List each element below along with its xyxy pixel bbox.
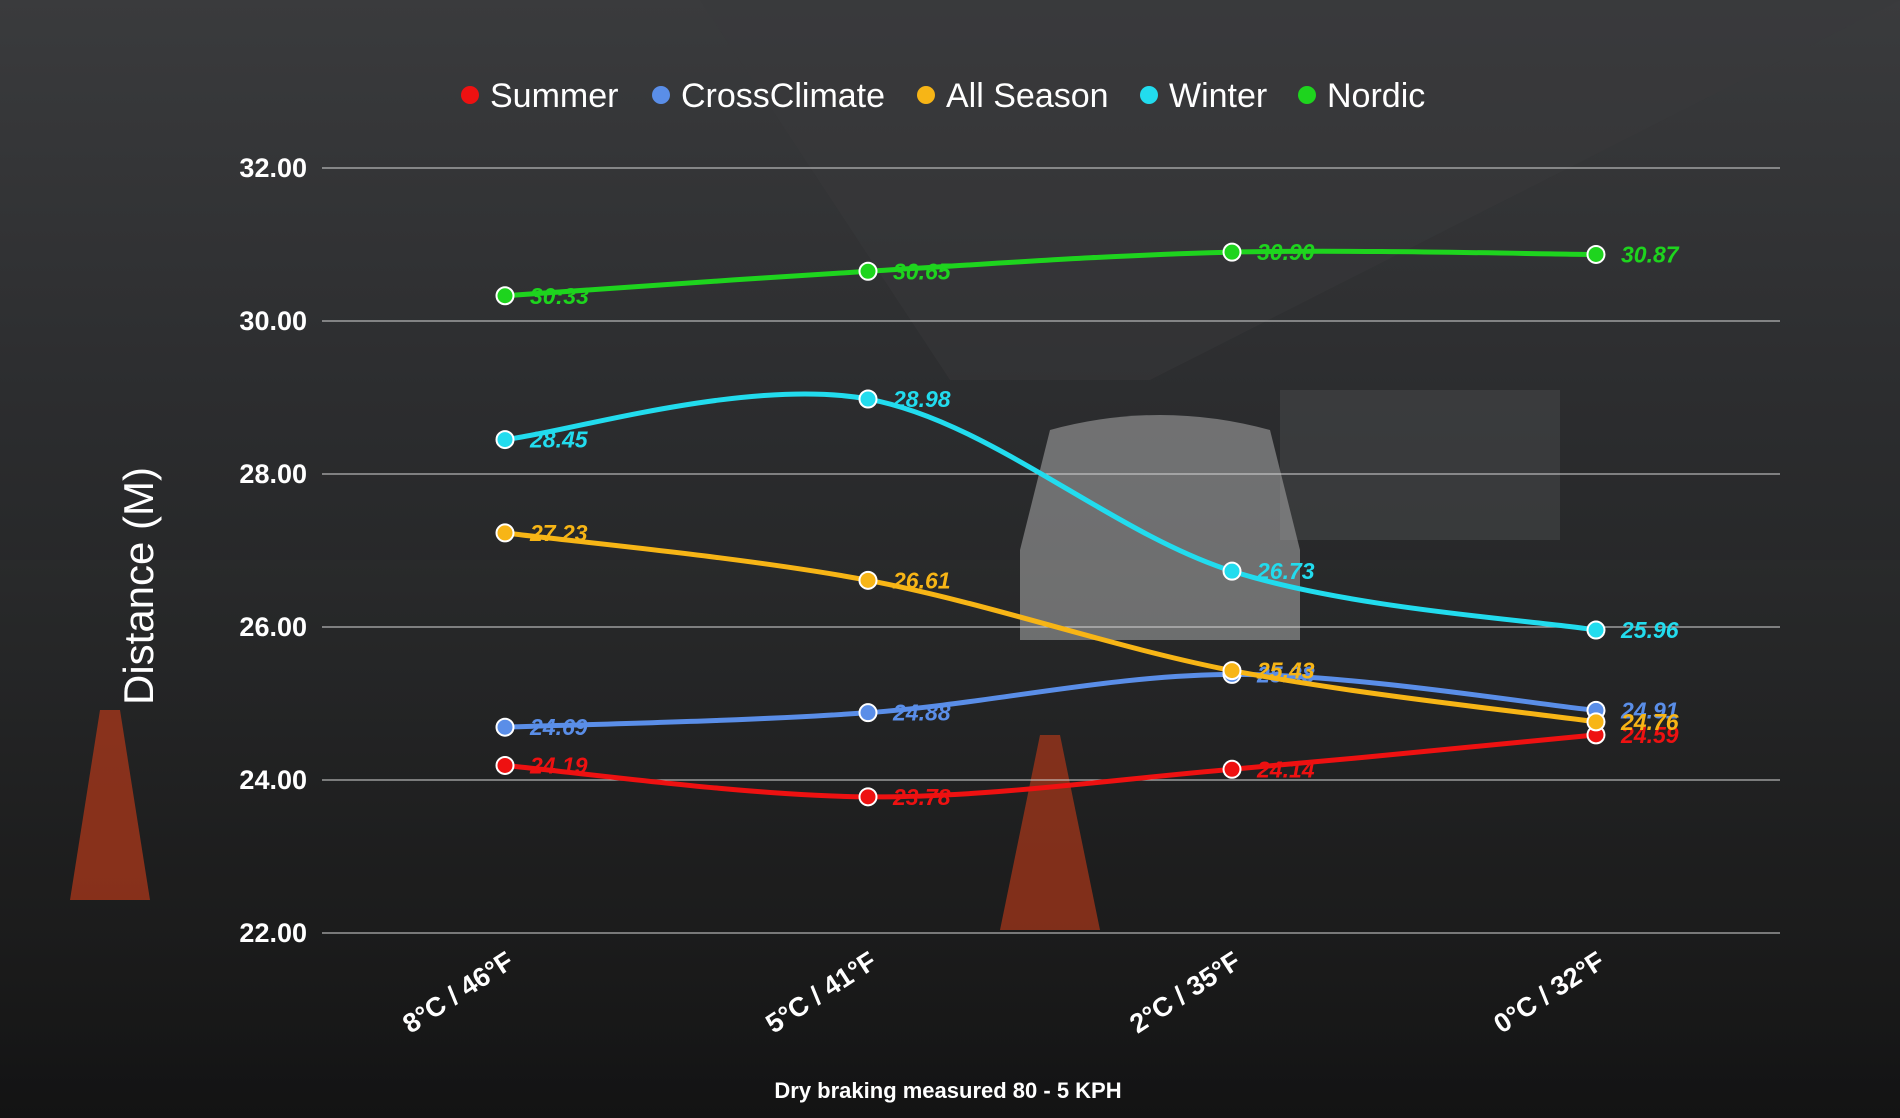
- data-label-summer: 24.59: [1620, 722, 1679, 748]
- data-label-crossclimate: 24.69: [529, 714, 588, 740]
- y-tick-label: 30.00: [239, 306, 307, 336]
- data-label-winter: 25.96: [1620, 617, 1679, 643]
- y-tick-label: 22.00: [239, 918, 307, 948]
- series-all-season: 27.23 26.61 25.43 24.76: [495, 520, 1679, 735]
- data-label-all-season: 27.23: [529, 520, 588, 546]
- data-label-crossclimate: 24.91: [1620, 697, 1679, 723]
- legend-label: All Season: [946, 77, 1109, 115]
- data-point-winter: [858, 389, 878, 409]
- data-point-all-season: [495, 523, 515, 543]
- data-label-summer: 24.19: [529, 752, 588, 778]
- legend-swatch: [652, 86, 670, 104]
- legend-label: Nordic: [1327, 77, 1425, 115]
- series-winter: 28.45 28.98 26.73 25.96: [495, 386, 1679, 643]
- y-tick-label: 32.00: [239, 153, 307, 183]
- series-line-crossclimate: [502, 671, 1599, 730]
- series-nordic: 30:33 30.65 30.90 30.87: [495, 239, 1680, 309]
- series-summer: 24.19 23.78 24.14 24.59: [495, 722, 1679, 810]
- legend-swatch: [461, 86, 479, 104]
- y-axis-title: Distance (M): [115, 467, 162, 705]
- series-line-nordic: [502, 248, 1599, 299]
- data-label-nordic: 30.65: [893, 258, 952, 284]
- legend-swatch: [1298, 86, 1316, 104]
- legend-item-crossclimate: CrossClimate: [652, 77, 885, 115]
- y-tick-label: 26.00: [239, 612, 307, 642]
- y-tick-label: 24.00: [239, 765, 307, 795]
- data-label-winter: 28.45: [529, 427, 589, 453]
- data-label-winter: 28.98: [892, 386, 951, 412]
- data-label-nordic: 30.87: [1621, 241, 1680, 267]
- data-label-all-season: 26.61: [892, 567, 951, 593]
- data-label-winter: 26.73: [1256, 558, 1315, 584]
- y-axis: 22.00 24.00 26.00 28.00 30.00 32.00: [239, 153, 307, 948]
- legend-label: CrossClimate: [681, 77, 885, 115]
- y-tick-label: 28.00: [239, 459, 307, 489]
- data-point-all-season: [1586, 712, 1606, 732]
- legend-item-all-season: All Season: [917, 77, 1109, 115]
- data-point-winter: [1222, 561, 1242, 581]
- data-point-nordic: [495, 286, 515, 306]
- data-point-winter: [495, 430, 515, 450]
- data-point-summer: [1222, 759, 1242, 779]
- data-point-nordic: [1222, 242, 1242, 262]
- legend-item-winter: Winter: [1140, 77, 1267, 115]
- data-point-winter: [1586, 620, 1606, 640]
- data-label-nordic: 30:33: [530, 283, 589, 309]
- series-line-summer: [502, 732, 1599, 800]
- data-label-summer: 24.14: [1256, 756, 1315, 782]
- legend-item-nordic: Nordic: [1298, 77, 1425, 115]
- data-point-crossclimate: [495, 717, 515, 737]
- series-line-all-season: [502, 530, 1599, 725]
- legend-item-summer: Summer: [461, 77, 618, 115]
- data-point-all-season: [858, 570, 878, 590]
- legend-label: Summer: [490, 77, 618, 115]
- series-line-winter: [502, 391, 1599, 633]
- data-point-crossclimate: [858, 703, 878, 723]
- data-point-summer: [858, 787, 878, 807]
- data-label-all-season: 25.43: [1256, 658, 1315, 684]
- legend: Summer CrossClimate All Season Winter Nordic: [461, 77, 1425, 115]
- data-point-nordic: [1586, 244, 1606, 264]
- chart-caption: Dry braking measured 80 - 5 KPH: [774, 1078, 1121, 1103]
- data-label-crossclimate: 24.88: [892, 700, 951, 726]
- data-label-all-season: 24.76: [1620, 709, 1679, 735]
- series-group: 24.1923.7824.1424.5924.6924.8825.3824.91…: [495, 239, 1680, 810]
- legend-swatch: [917, 86, 935, 104]
- legend-label: Winter: [1169, 77, 1267, 115]
- data-label-nordic: 30.90: [1257, 239, 1315, 265]
- data-point-nordic: [858, 261, 878, 281]
- data-point-all-season: [1222, 661, 1242, 681]
- data-point-summer: [495, 755, 515, 775]
- legend-swatch: [1140, 86, 1158, 104]
- data-label-summer: 23.78: [892, 784, 951, 810]
